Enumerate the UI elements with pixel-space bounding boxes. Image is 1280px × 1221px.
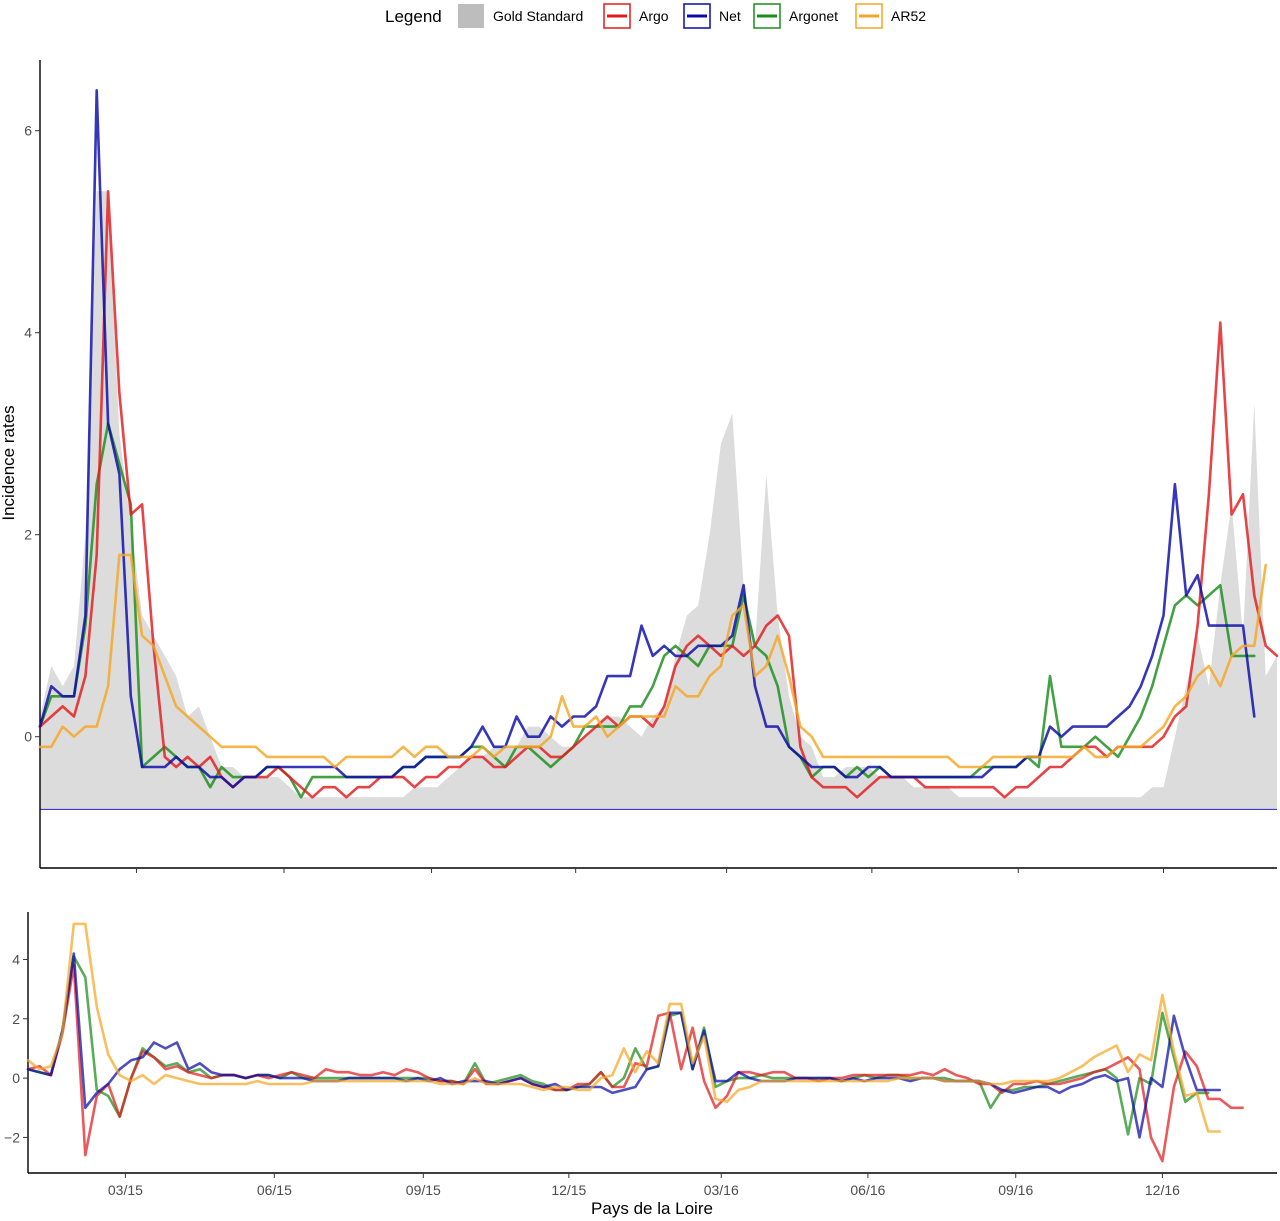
legend-entry-argo: Argo <box>603 3 669 29</box>
legend-entry-argonet: Argonet <box>753 3 838 29</box>
bottom-panel: −2 0 2 4 03/15 06/15 09/15 12/15 03/16 06/16 09/16… <box>4 912 1277 1198</box>
series-ar52-line <box>38 553 1267 769</box>
legend-entry-gold-standard: Gold Standard <box>458 4 583 28</box>
legend-label: Net <box>719 8 741 24</box>
y-tick-label: 2 <box>12 1011 20 1027</box>
legend-label: Argo <box>639 8 669 24</box>
y-tick-label: 4 <box>12 951 20 967</box>
y-tick-label: 0 <box>12 1070 20 1086</box>
series-argo-line <box>26 964 1244 1163</box>
x-tick-label: 03/15 <box>108 1182 143 1198</box>
legend-title: Legend <box>385 7 442 26</box>
top-y-axis-label: Incidence rates <box>0 405 18 520</box>
y-tick-label: 4 <box>24 325 32 341</box>
y-tick-label: −2 <box>4 1129 20 1145</box>
series-net-line <box>26 952 1221 1139</box>
x-tick-label: 12/16 <box>1145 1182 1180 1198</box>
x-tick-label: 12/15 <box>551 1182 586 1198</box>
x-tick-label: 09/15 <box>406 1182 441 1198</box>
top-panel: 0 2 4 6 <box>24 60 1279 873</box>
legend-entry-net: Net <box>683 3 741 29</box>
x-tick-label: 06/16 <box>850 1182 885 1198</box>
series-argonet-line <box>26 955 1210 1136</box>
series-ar52-line <box>26 922 1221 1133</box>
legend-key-swatch <box>458 4 484 28</box>
legend-label: Argonet <box>789 8 838 24</box>
y-tick-label: 2 <box>24 527 32 543</box>
legend-label: Gold Standard <box>493 8 583 24</box>
legend-label: AR52 <box>891 8 926 24</box>
bottom-x-axis-label: Pays de la Loire <box>591 1199 713 1218</box>
x-tick-label: 09/16 <box>998 1182 1033 1198</box>
legend-entry-ar52: AR52 <box>855 3 926 29</box>
y-tick-label: 6 <box>24 123 32 139</box>
y-tick-label: 0 <box>24 729 32 745</box>
chart-legend: Legend Gold Standard Argo Net Argonet AR52 <box>385 3 926 29</box>
x-tick-label: 03/16 <box>704 1182 739 1198</box>
series-net-line <box>38 89 1256 789</box>
x-tick-label: 06/15 <box>257 1182 292 1198</box>
series-argo-line <box>38 190 1279 799</box>
